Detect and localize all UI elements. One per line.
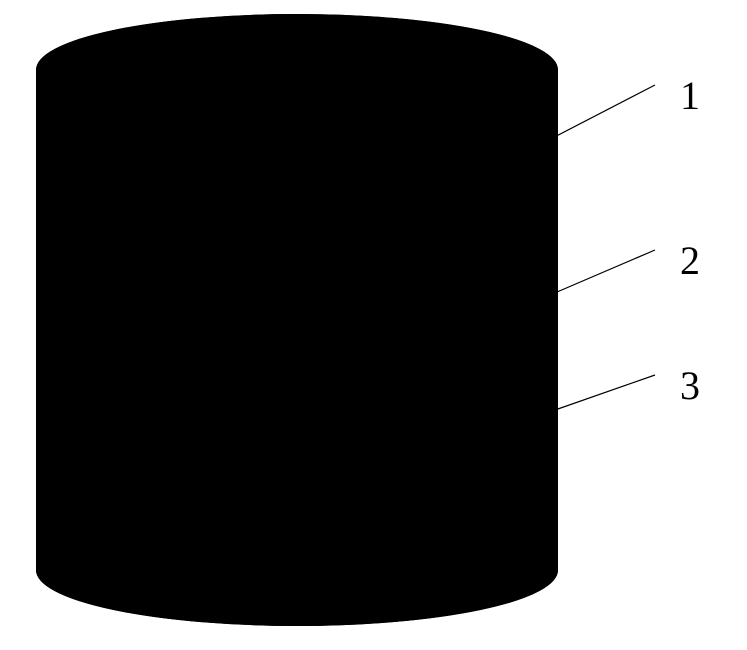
cylinder-top-ellipse [37,15,557,125]
label-1: 1 [680,73,700,118]
lead-2 [550,250,655,295]
label-3: 3 [680,363,700,408]
label-2: 2 [680,238,700,283]
figure-cylinder: 1 2 3 [0,0,747,650]
lead-3 [555,375,655,410]
